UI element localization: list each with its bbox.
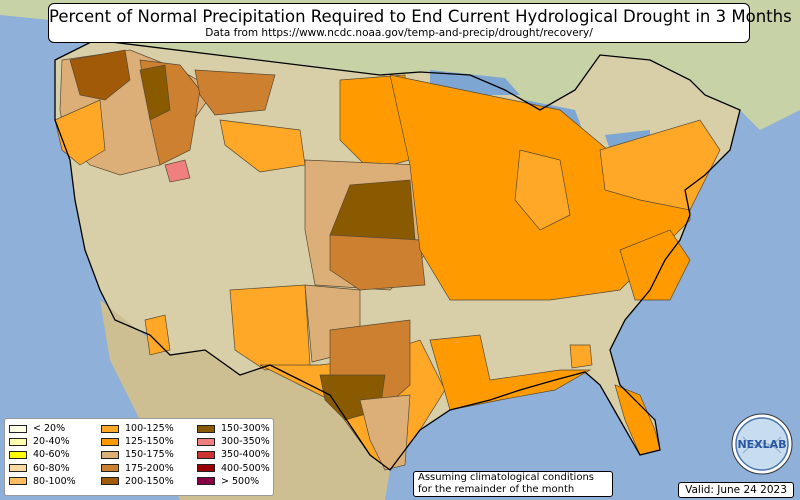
- valid-date: Valid: June 24 2023: [678, 482, 794, 498]
- legend-item: 40-60%: [9, 448, 76, 461]
- region-pink: [164, 159, 191, 183]
- region-wa-dark: [69, 49, 131, 101]
- legend-item: 200-150%: [101, 475, 174, 488]
- region-oregon-orange: [54, 99, 106, 166]
- legend-swatch: [101, 450, 119, 459]
- region-oklahoma: [329, 234, 426, 291]
- legend-item: < 20%: [9, 422, 76, 435]
- legend-label: 200-150%: [125, 475, 174, 487]
- region-carolinas: [619, 229, 691, 301]
- legend-item: > 500%: [197, 475, 270, 488]
- nexlab-logo: NEXLAB: [731, 413, 793, 475]
- map-subtitle: Data from https://www.ncdc.noaa.gov/temp…: [205, 27, 593, 39]
- title-box: Percent of Normal Precipitation Required…: [48, 3, 792, 43]
- legend-item: 400-500%: [197, 462, 270, 475]
- legend-item: 350-400%: [197, 448, 270, 461]
- legend-item: 125-150%: [101, 435, 174, 448]
- us-border: [54, 39, 741, 471]
- legend-label: 40-60%: [33, 449, 70, 461]
- legend-item: 60-80%: [9, 462, 76, 475]
- legend: < 20% 20-40% 40-60% 60-80% 80-100% 100-1…: [4, 418, 274, 496]
- legend-swatch: [197, 464, 215, 473]
- logo-text: NEXLAB: [737, 438, 786, 451]
- legend-label: > 500%: [221, 475, 260, 487]
- region-northeast: [599, 119, 721, 211]
- region-ga-coast: [569, 344, 593, 369]
- legend-swatch: [197, 450, 215, 459]
- legend-label: 150-300%: [221, 423, 270, 435]
- region-wyoming: [219, 119, 306, 173]
- legend-swatch: [9, 437, 27, 446]
- legend-label: 100-125%: [125, 423, 174, 435]
- legend-item: 175-200%: [101, 462, 174, 475]
- legend-label: 400-500%: [221, 462, 270, 474]
- legend-label: 20-40%: [33, 436, 70, 448]
- region-montana: [194, 69, 276, 116]
- legend-label: 80-100%: [33, 475, 76, 487]
- legend-column-1: < 20% 20-40% 40-60% 60-80% 80-100%: [9, 422, 76, 488]
- legend-column-3: 150-300% 300-350% 350-400% 400-500% > 50…: [197, 422, 270, 488]
- legend-swatch: [101, 477, 119, 486]
- legend-swatch: [9, 464, 27, 473]
- legend-swatch: [197, 437, 215, 446]
- note-line-2: for the remainder of the month: [418, 484, 575, 495]
- legend-label: < 20%: [33, 423, 66, 435]
- legend-swatch: [101, 464, 119, 473]
- legend-label: 300-350%: [221, 436, 270, 448]
- legend-item: 150-175%: [101, 448, 174, 461]
- legend-swatch: [9, 450, 27, 459]
- legend-column-2: 100-125% 125-150% 150-175% 175-200% 200-…: [101, 422, 174, 488]
- legend-label: 125-150%: [125, 436, 174, 448]
- region-gulf-coast: [429, 334, 592, 411]
- legend-swatch: [9, 477, 27, 486]
- legend-item: 80-100%: [9, 475, 76, 488]
- legend-item: 300-350%: [197, 435, 270, 448]
- note-line-1: Assuming climatological conditions: [418, 472, 594, 483]
- legend-swatch: [197, 424, 215, 433]
- legend-label: 175-200%: [125, 462, 174, 474]
- region-ohio-valley-tan: [514, 149, 571, 231]
- legend-label: 350-400%: [221, 449, 270, 461]
- legend-swatch: [9, 424, 27, 433]
- legend-item: 100-125%: [101, 422, 174, 435]
- legend-label: 60-80%: [33, 462, 70, 474]
- climatology-note: Assuming climatological conditions for t…: [413, 471, 613, 497]
- legend-swatch: [101, 424, 119, 433]
- region-texas-tan: [359, 394, 411, 471]
- map-title: Percent of Normal Precipitation Required…: [49, 7, 792, 26]
- region-idaho-dark: [139, 64, 171, 121]
- legend-label: 150-175%: [125, 449, 174, 461]
- legend-swatch: [101, 437, 119, 446]
- legend-item: 150-300%: [197, 422, 270, 435]
- legend-item: 20-40%: [9, 435, 76, 448]
- legend-swatch: [197, 477, 215, 486]
- region-california: [144, 314, 171, 356]
